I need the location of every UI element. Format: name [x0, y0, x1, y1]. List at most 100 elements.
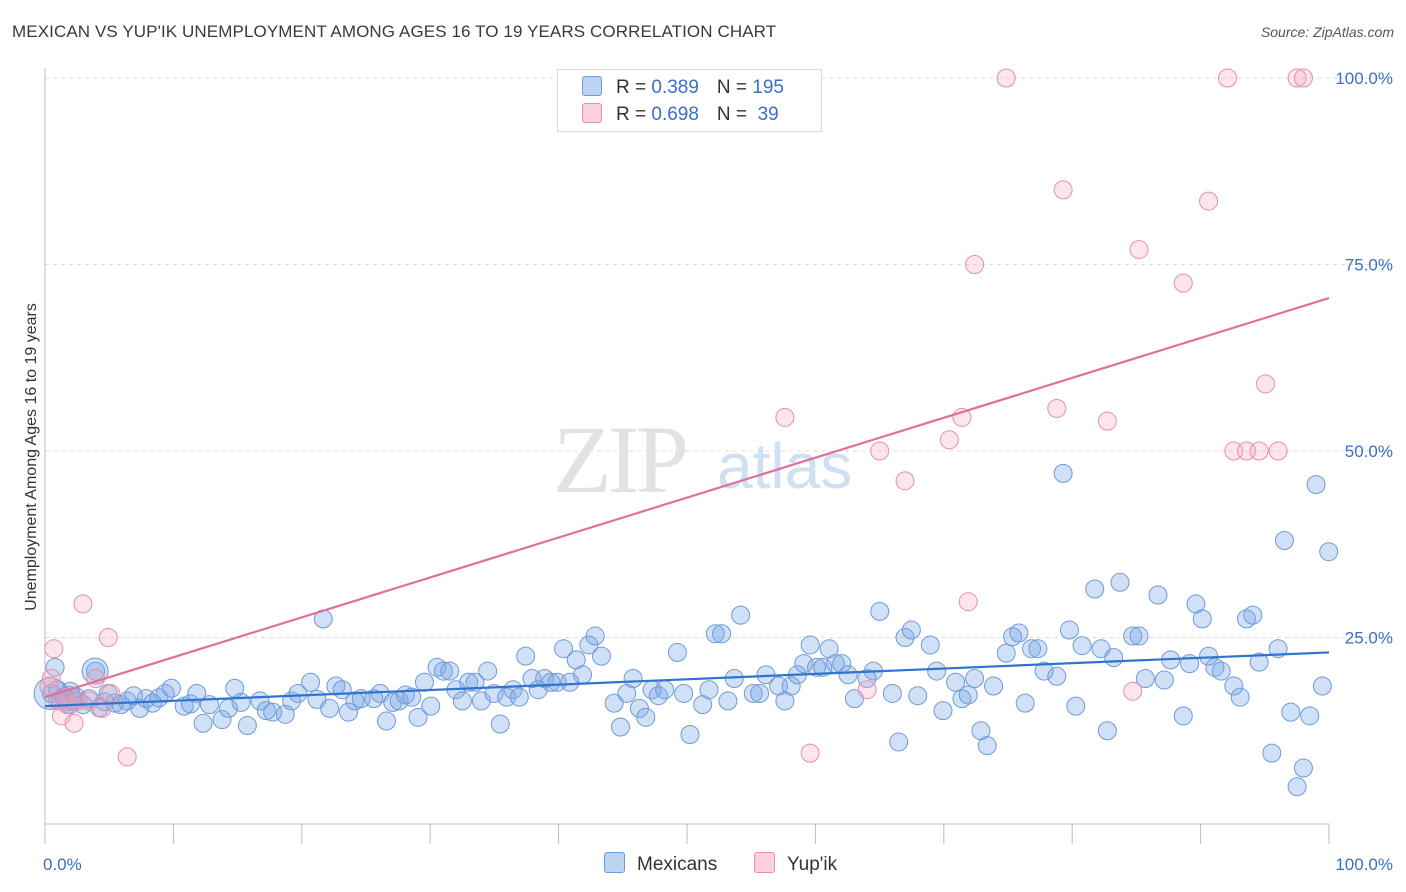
mexicans-point [1123, 626, 1143, 646]
y-tick-label: 75.0% [1345, 256, 1393, 275]
mexicans-point [1129, 626, 1149, 646]
mexicans-point [655, 680, 675, 700]
mexicans-point [718, 691, 738, 711]
mexicans-point [1319, 542, 1339, 562]
yupik-point [1268, 441, 1288, 461]
legend-r-label: R = [616, 77, 652, 98]
mexicans-point [882, 683, 902, 703]
yupik-point [44, 639, 64, 659]
mexicans-point [376, 711, 396, 731]
mexicans-point [490, 714, 510, 734]
mexicans-point [1211, 661, 1231, 681]
yupik-point [870, 441, 890, 461]
mexicans-point [124, 686, 144, 706]
mexicans-point [933, 701, 953, 721]
y-tick-label: 100.0% [1335, 69, 1393, 88]
mexicans-point [1243, 605, 1263, 625]
mexicans-point [516, 646, 536, 666]
legend-swatch-yupik [582, 103, 602, 123]
yupik-point [965, 255, 985, 274]
legend-n-label: N = [716, 104, 753, 125]
mexicans-point [585, 626, 605, 646]
yupik-point [958, 592, 978, 612]
mexicans-point [731, 605, 751, 625]
mexicans-point [636, 707, 656, 727]
yupik-point [1129, 240, 1149, 260]
mexicans-point [1135, 669, 1155, 689]
mexicans-point [161, 678, 181, 698]
legend-r-value: 0.698 [651, 104, 699, 125]
mexicans-point [984, 676, 1004, 696]
mexicans-point [1300, 706, 1320, 726]
yupik-point [1123, 681, 1143, 701]
legend-r-value: 0.389 [651, 77, 699, 98]
mexicans-point [1306, 475, 1326, 495]
legend-row-mexicans: R = 0.389 N = 195 [582, 76, 784, 98]
mexicans-point [1173, 706, 1193, 726]
mexicans-point [927, 661, 947, 681]
mexicans-point [1148, 585, 1168, 605]
mexicans-point [130, 698, 150, 718]
mexicans-point [1237, 609, 1257, 629]
mexicans-point [237, 716, 257, 736]
mexicans-point [857, 669, 877, 689]
mexicans-point [623, 669, 643, 689]
yupik-point [1047, 398, 1067, 418]
correlation-legend: R = 0.389 N = 195 R = 0.698 N = 39 [557, 69, 822, 132]
mexicans-point [465, 672, 485, 692]
grid-lines [45, 77, 1390, 638]
legend-n-label: N = [716, 77, 753, 98]
x-tick-label: 0.0% [43, 855, 82, 874]
mexicans-point [680, 724, 700, 744]
mexicans-point [604, 693, 624, 713]
mexicans-point [1287, 777, 1307, 797]
mexicans-point [712, 624, 732, 644]
mexicans-point [946, 672, 966, 692]
yupik-point [895, 471, 915, 491]
yupik-point [98, 628, 118, 647]
chart-title: MEXICAN VS YUP'IK UNEMPLOYMENT AMONG AGE… [12, 22, 777, 41]
mexicans-point [705, 624, 725, 644]
mexicans-point [339, 702, 359, 722]
mexicans-label: Mexicans [637, 854, 718, 875]
mexicans-point [1293, 758, 1313, 778]
mexicans-point [421, 696, 441, 716]
mexicans-point [870, 601, 890, 621]
mexicans-point [1085, 579, 1105, 599]
yupik-swatch [754, 852, 775, 873]
mexicans-point [1097, 721, 1117, 741]
mexicans-point [1053, 463, 1073, 483]
source-label: Source: ZipAtlas.com [1260, 24, 1394, 40]
mexicans-point [509, 687, 529, 707]
mexicans-point [1205, 657, 1225, 677]
yupik-point [73, 594, 93, 614]
yupik-point [117, 747, 137, 767]
y-tick-label: 50.0% [1345, 442, 1393, 461]
mexicans-point [427, 657, 447, 677]
legend-r-label: R = [616, 104, 652, 125]
yupik-point [101, 683, 121, 703]
mexicans-point [895, 628, 915, 647]
watermark: ZIP atlas [553, 406, 852, 513]
mexicans-point [591, 646, 611, 666]
mexicans-point [1249, 652, 1269, 672]
mexicans-point [1281, 702, 1301, 722]
yupik-point [1255, 374, 1275, 394]
mexicans-point [1003, 627, 1023, 647]
mexicans-point [1230, 687, 1250, 707]
mexicans-point [1028, 639, 1048, 659]
mexicans-point [212, 710, 232, 730]
mexicans-point [1262, 743, 1282, 763]
mexicans-point [408, 707, 428, 727]
watermark-zip: ZIP [553, 406, 686, 513]
yupik-point [1218, 68, 1238, 88]
mexicans-point [920, 635, 940, 655]
mexicans-point [996, 643, 1016, 663]
mexicans-point [535, 669, 555, 689]
x-tick-label: 100.0% [1335, 855, 1393, 874]
mexicans-point [143, 693, 163, 713]
mexicans-point [541, 672, 561, 692]
mexicans-point [1274, 531, 1294, 551]
mexicans-point [1021, 639, 1041, 659]
mexicans-point [1009, 623, 1029, 643]
